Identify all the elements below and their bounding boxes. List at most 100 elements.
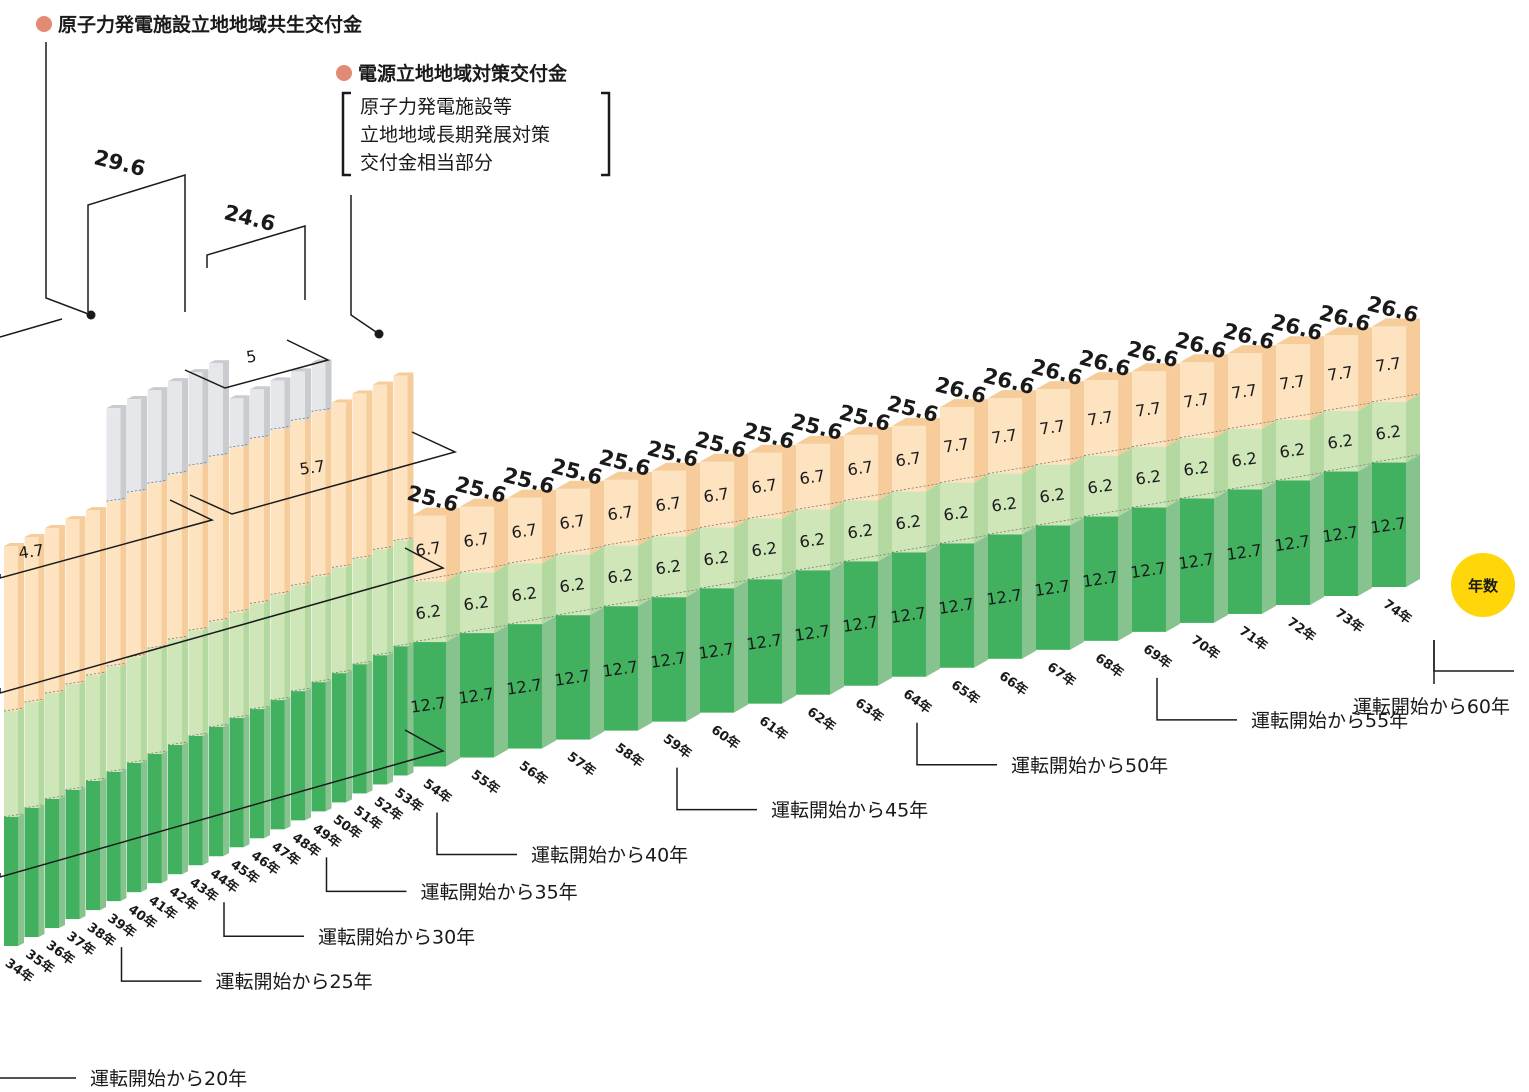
bar-59年-top-side (686, 462, 700, 537)
bar-52年-middle (373, 549, 387, 656)
year-label-61年: 61年 (756, 713, 791, 744)
bar-34年-middle (4, 711, 18, 817)
bar-69年-top-label: 7.7 (1134, 398, 1162, 420)
bar-62年-seam-2 (795, 501, 845, 510)
bar-48年-kyosei-side (305, 368, 311, 421)
year-label-57年: 57年 (564, 749, 599, 780)
bar-71年-top-side (1262, 345, 1276, 429)
bar-53年-bottom-side (407, 643, 414, 776)
bar-70年-seam-1 (1179, 490, 1229, 499)
bar-74年-middle (1372, 401, 1406, 463)
annotation-value-4-7: 4.7 (17, 540, 45, 562)
bar-47年-middle (270, 594, 285, 701)
bar-67年-cap (1036, 381, 1084, 390)
bar-43年-top-side (202, 462, 209, 631)
bar-49年-top-side (325, 408, 332, 577)
bar-64年-top (892, 425, 926, 492)
bar-63年-top-side (878, 426, 892, 501)
bar-48年-seam-2 (290, 581, 312, 586)
bar-59年-middle-label: 6.2 (654, 556, 682, 578)
bar-60年-top-side (734, 453, 748, 528)
bar-38年-bottom (86, 780, 100, 911)
bar-42年-bottom-side (182, 741, 188, 875)
bar-46年-seam-1 (249, 705, 271, 710)
bar-66年-top-label: 7.7 (990, 425, 1018, 447)
bar-38年-middle (86, 675, 100, 781)
bar-36年-bottom-side (59, 795, 65, 929)
bar-45年-bottom-side (243, 715, 250, 848)
bar-40年-bottom (127, 762, 141, 893)
bracket-kyosei-value (184, 339, 331, 389)
bar-70年-middle (1180, 437, 1214, 499)
bar-37年-bottom (65, 789, 80, 920)
bar-67年-top-label: 7.7 (1038, 416, 1066, 438)
bar-59年-middle-side (686, 528, 700, 598)
bar-51年-cap (352, 390, 373, 394)
bracket-segment-4-7 (0, 499, 215, 579)
bracket-middle-block (0, 547, 446, 694)
bar-55年-middle (460, 572, 494, 634)
bar-43年-bottom (188, 735, 203, 866)
bar-47年-middle-side (284, 591, 291, 701)
bar-69年-middle-side (1166, 438, 1180, 508)
bar-50年-cap (332, 399, 352, 403)
bar-45年-seam-2 (229, 608, 250, 613)
bar-44年-kyosei (209, 363, 223, 457)
bar-68年-middle (1084, 455, 1118, 517)
bar-39年-bottom-side (120, 768, 127, 902)
bar-50年-middle-side (346, 564, 352, 674)
bar-48年-middle-side (305, 582, 311, 692)
bar-67年-bottom (1036, 525, 1070, 650)
bar-69年-bottom-label: 12.7 (1129, 558, 1167, 582)
bar-68年-seam-2 (1083, 447, 1133, 457)
bar-73年-bottom-side (1358, 463, 1372, 596)
bar-70年-bottom-label: 12.7 (1177, 549, 1215, 573)
bar-62年-bottom (796, 570, 830, 695)
bar-44年-kyosei-side (223, 360, 229, 457)
bracket-segment-5-7 (189, 431, 458, 515)
bar-47年-bottom-side (284, 697, 291, 830)
bar-73年-bottom (1324, 471, 1358, 596)
brackets-layer (0, 173, 1514, 1079)
bar-45年-bottom (229, 718, 244, 848)
bar-41年-top (147, 483, 162, 649)
legend-taisaku-sub-2: 立地地域長期発展対策 (360, 124, 550, 146)
bar-57年-middle (556, 554, 590, 616)
bar-65年-middle-label: 6.2 (942, 502, 970, 524)
milestone-leader-54年 (436, 812, 517, 856)
bar-66年-middle-label: 6.2 (990, 493, 1018, 515)
bar-60年-middle (700, 527, 734, 589)
legend-taisaku-dot (374, 329, 384, 339)
bar-45年-kyosei-side (243, 395, 250, 448)
bar-44年-top-side (223, 453, 229, 622)
bar-41年-cap (147, 387, 168, 391)
bar-62年-bottom-side (830, 562, 844, 695)
legend-taisaku-bullet (336, 65, 352, 81)
bar-43年-middle-side (202, 627, 209, 736)
bar-67年-seam-2 (1035, 456, 1085, 465)
bar-54年-cap (412, 507, 460, 516)
bar-63年-middle-side (878, 492, 892, 562)
year-label-56年: 56年 (516, 758, 551, 789)
bar-45年-cap (229, 395, 250, 399)
bar-48年-top-side (305, 417, 311, 586)
bar-63年-middle (844, 500, 878, 562)
bar-36年-middle (45, 693, 59, 799)
bar-57年-middle-side (590, 546, 604, 616)
bar-40年-seam-3 (126, 488, 148, 493)
bar-49年-bottom (311, 682, 326, 812)
bar-51年-top (352, 393, 367, 559)
bar-56年-seam-1 (507, 615, 557, 625)
bar-42年-top (168, 474, 182, 640)
bar-38年-bottom-side (100, 777, 106, 911)
bar-63年-seam-2 (843, 492, 893, 501)
bar-69年-cap (1132, 363, 1180, 372)
bar-70年-cap (1180, 354, 1228, 363)
bar-45年-middle-side (243, 609, 250, 719)
year-label-71年: 71年 (1236, 623, 1271, 654)
bar-62年-middle-label: 6.2 (798, 529, 826, 551)
bar-39年-seam-3 (106, 497, 127, 502)
bar-49年-seam-1 (311, 678, 332, 683)
bar-59年-seam-2 (651, 528, 701, 537)
bar-67年-middle-label: 6.2 (1038, 484, 1066, 506)
